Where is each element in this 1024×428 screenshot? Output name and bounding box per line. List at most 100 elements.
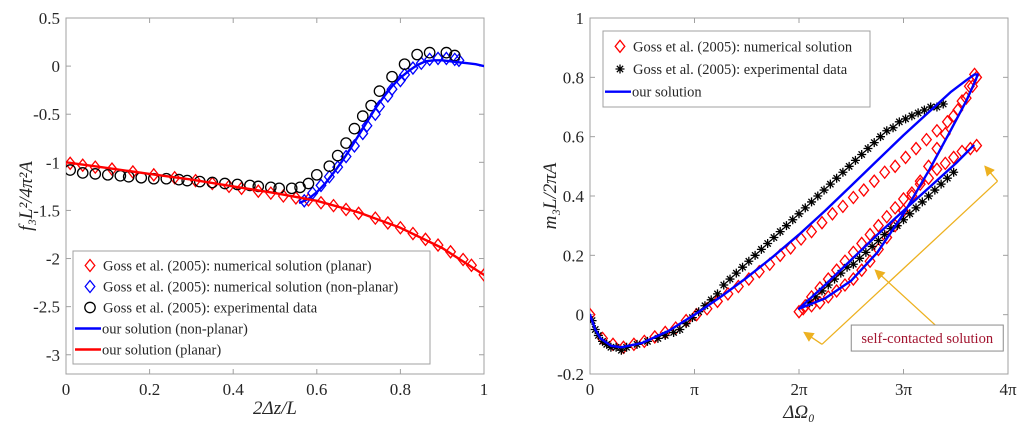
left-plot: 0 0.2 0.4 0.6 0.8 1 0.5 0 -0.5 -1 -1.5 -2 -2.5 -3 2Δz/… [16, 9, 489, 419]
data-point [911, 203, 921, 213]
data-point [948, 150, 960, 165]
x-tick-label: 0 [586, 380, 595, 399]
data-point [101, 168, 114, 181]
data-point [788, 215, 798, 225]
data-point [606, 342, 616, 352]
data-point [744, 256, 754, 266]
data-point [738, 262, 748, 272]
data-point [901, 114, 911, 124]
data-point [804, 298, 814, 308]
x-tick-label: 2π [790, 380, 808, 399]
data-point [882, 126, 892, 136]
series-line [66, 161, 484, 277]
data-point [160, 172, 173, 185]
data-point [675, 325, 685, 334]
data-point [361, 118, 373, 133]
data-point [423, 46, 436, 59]
data-point [869, 138, 879, 148]
data-point [889, 200, 901, 215]
data-point [373, 85, 386, 97]
legend-label: Goss et al. (2005): experimental data [633, 62, 848, 78]
data-point [817, 286, 827, 296]
x-tick-label: 0.8 [390, 380, 411, 399]
data-point [348, 122, 361, 135]
annotation: self-contacted solution [803, 165, 1004, 352]
data-point [76, 167, 89, 179]
data-point [819, 185, 829, 195]
legend-icon-diamond [614, 39, 626, 54]
legend-label: our solution [632, 85, 702, 101]
data-point [331, 149, 344, 162]
data-point [302, 177, 315, 190]
data-point [763, 238, 773, 248]
data-point [453, 53, 465, 68]
legend-label: our solution (planar) [102, 343, 221, 359]
x-tick-label: 0.4 [223, 380, 245, 399]
data-point [931, 162, 943, 177]
data-point [894, 117, 904, 127]
bracket-arrow-left [803, 331, 823, 345]
data-point [881, 209, 893, 224]
data-point [793, 304, 805, 319]
y-axis-label: f₃L²/4π²A [16, 161, 37, 231]
y-axis-label: m₃L/2πA [540, 162, 561, 229]
data-point [781, 221, 791, 231]
data-point [712, 289, 722, 299]
data-point [731, 268, 741, 278]
data-point [794, 209, 804, 219]
y-tick-label: 0.6 [563, 128, 584, 147]
data-point [948, 108, 960, 123]
data-point [602, 339, 612, 349]
legend-label: Goss et al. (2005): numerical solution [633, 39, 853, 55]
data-point [939, 156, 951, 171]
data-point [876, 132, 886, 142]
data-point [936, 179, 946, 189]
data-point [775, 227, 785, 237]
data-point [886, 224, 896, 234]
x-tick-label: 0.2 [139, 380, 160, 399]
data-point [847, 272, 859, 287]
data-point [465, 258, 478, 273]
y-tick-label: -3 [46, 346, 60, 365]
data-point [386, 70, 398, 83]
x-tick-label: 1 [480, 380, 489, 399]
data-point [823, 280, 833, 290]
data-point [932, 102, 942, 112]
data-point [231, 178, 244, 191]
data-point [971, 138, 983, 153]
data-point [706, 295, 716, 305]
legend-box [72, 250, 431, 365]
plot-content [66, 46, 484, 282]
x-tick-label: 4π [999, 380, 1017, 399]
series-line [298, 59, 484, 204]
data-point [590, 307, 596, 322]
data-point [941, 114, 954, 129]
data-point [825, 179, 835, 189]
data-point [868, 174, 880, 189]
data-point [616, 345, 626, 355]
data-point [857, 149, 867, 159]
data-point [356, 110, 369, 122]
data-point [905, 209, 915, 219]
bracket-arrow-right [984, 165, 999, 182]
data-point [910, 141, 922, 156]
legend-box [602, 30, 871, 108]
data-point [867, 241, 877, 251]
data-point [832, 173, 842, 183]
data-point [830, 274, 840, 284]
data-point [660, 330, 670, 340]
series-line [590, 73, 979, 349]
annotation-text: self-contacted solution [861, 331, 993, 347]
data-point [440, 46, 453, 59]
data-point [669, 327, 679, 337]
bracket-line [821, 180, 998, 345]
annotation-box [850, 324, 1004, 352]
x-tick-label: 0.6 [306, 380, 327, 399]
legend-label: Goss et al. (2005): numerical solution (… [103, 259, 372, 275]
data-point [931, 123, 943, 138]
right-plot: 0 π 2π 3π 4π10.80.60.40.20-0.2ΔΩ₀m₃L/2πAGoss… [540, 9, 1017, 423]
legend: Goss et al. (2005): numerical solution Go… [602, 30, 871, 108]
y-tick-label: -0.5 [33, 105, 60, 124]
series-circle [66, 46, 461, 195]
